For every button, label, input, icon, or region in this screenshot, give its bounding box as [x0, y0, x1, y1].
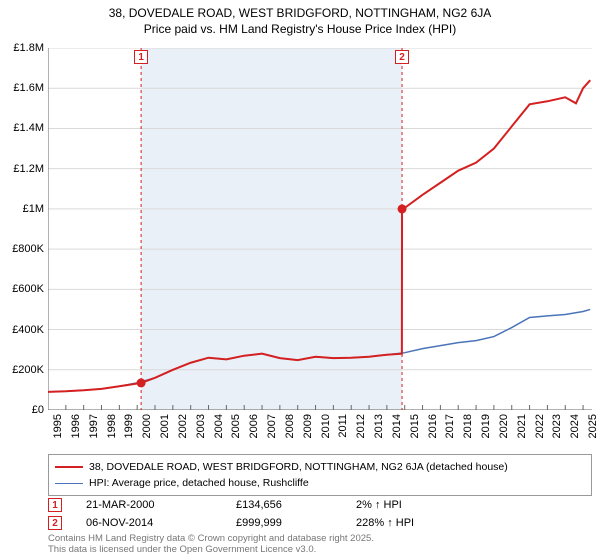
chart-area: [48, 48, 592, 410]
x-tick-label: 1997: [88, 414, 100, 438]
footer-attribution: Contains HM Land Registry data © Crown c…: [48, 534, 374, 556]
sale-pct-2: 228% ↑ HPI: [356, 517, 476, 529]
y-tick-label: £1.6M: [13, 82, 44, 94]
x-tick-label: 2023: [551, 414, 563, 438]
x-tick-label: 2004: [213, 414, 225, 438]
sale-price-1: £134,656: [236, 499, 356, 511]
x-tick-label: 2005: [230, 414, 242, 438]
legend-item-price-paid: 38, DOVEDALE ROAD, WEST BRIDGFORD, NOTTI…: [55, 459, 585, 475]
x-tick-label: 2019: [480, 414, 492, 438]
legend-swatch-hpi: [55, 483, 83, 484]
x-tick-label: 2014: [391, 414, 403, 438]
title-address: 38, DOVEDALE ROAD, WEST BRIDGFORD, NOTTI…: [0, 6, 600, 20]
x-tick-label: 2007: [266, 414, 278, 438]
title-block: 38, DOVEDALE ROAD, WEST BRIDGFORD, NOTTI…: [0, 0, 600, 36]
legend-item-hpi: HPI: Average price, detached house, Rush…: [55, 475, 585, 491]
x-tick-label: 2024: [569, 414, 581, 438]
x-tick-label: 1999: [123, 414, 135, 438]
x-tick-label: 2015: [409, 414, 421, 438]
sale-marker-1: 1: [48, 498, 62, 512]
sale-date-2: 06-NOV-2014: [86, 517, 236, 529]
title-subtitle: Price paid vs. HM Land Registry's House …: [0, 22, 600, 36]
sale-pct-1: 2% ↑ HPI: [356, 499, 476, 511]
sale-date-1: 21-MAR-2000: [86, 499, 236, 511]
sale-row-1: 1 21-MAR-2000 £134,656 2% ↑ HPI: [48, 496, 592, 514]
x-tick-label: 2013: [373, 414, 385, 438]
sale-marker-2: 2: [48, 516, 62, 530]
legend-box: 38, DOVEDALE ROAD, WEST BRIDGFORD, NOTTI…: [48, 454, 592, 496]
y-tick-label: £0: [32, 404, 44, 416]
legend-label-hpi: HPI: Average price, detached house, Rush…: [89, 477, 309, 489]
x-tick-label: 2012: [355, 414, 367, 438]
y-tick-label: £1.4M: [13, 122, 44, 134]
x-tick-label: 2021: [516, 414, 528, 438]
y-tick-label: £800K: [12, 243, 44, 255]
y-tick-label: £1.8M: [13, 42, 44, 54]
x-tick-label: 2008: [284, 414, 296, 438]
event-marker-2: 2: [395, 50, 409, 64]
x-tick-label: 2010: [320, 414, 332, 438]
legend-swatch-price-paid: [55, 466, 83, 468]
x-tick-label: 2000: [141, 414, 153, 438]
sales-table: 1 21-MAR-2000 £134,656 2% ↑ HPI 2 06-NOV…: [48, 496, 592, 532]
x-tick-label: 1996: [70, 414, 82, 438]
x-tick-label: 2002: [177, 414, 189, 438]
x-tick-label: 2016: [427, 414, 439, 438]
sale-row-2: 2 06-NOV-2014 £999,999 228% ↑ HPI: [48, 514, 592, 532]
y-tick-label: £1M: [23, 203, 44, 215]
x-tick-label: 2020: [498, 414, 510, 438]
y-tick-label: £600K: [12, 283, 44, 295]
x-tick-label: 2001: [159, 414, 171, 438]
sale-price-2: £999,999: [236, 517, 356, 529]
chart-container: 38, DOVEDALE ROAD, WEST BRIDGFORD, NOTTI…: [0, 0, 600, 560]
event-marker-1: 1: [134, 50, 148, 64]
x-tick-label: 1998: [106, 414, 118, 438]
chart-svg: [48, 48, 592, 410]
y-tick-label: £200K: [12, 364, 44, 376]
y-tick-label: £400K: [12, 324, 44, 336]
x-tick-label: 2022: [534, 414, 546, 438]
x-tick-label: 2017: [444, 414, 456, 438]
legend-label-price-paid: 38, DOVEDALE ROAD, WEST BRIDGFORD, NOTTI…: [89, 461, 508, 473]
x-tick-label: 2003: [195, 414, 207, 438]
x-tick-label: 2009: [302, 414, 314, 438]
x-tick-label: 1995: [52, 414, 64, 438]
x-tick-label: 2011: [337, 414, 349, 438]
x-tick-label: 2018: [462, 414, 474, 438]
footer-line-2: This data is licensed under the Open Gov…: [48, 545, 374, 556]
y-tick-label: £1.2M: [13, 163, 44, 175]
x-tick-label: 2006: [248, 414, 260, 438]
x-tick-label: 2025: [587, 414, 599, 438]
